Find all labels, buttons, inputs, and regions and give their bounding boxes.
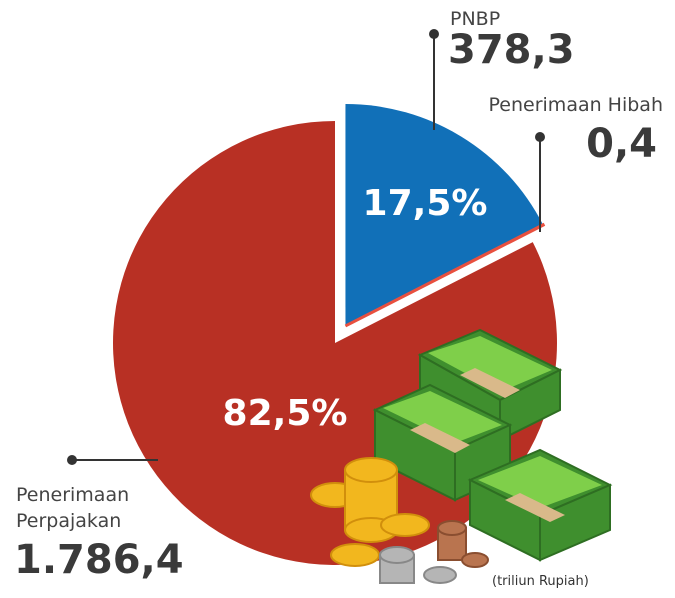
money-illustration — [310, 328, 613, 584]
slice-label: Penerimaan Perpajakan — [16, 484, 130, 532]
callout-dot — [429, 29, 439, 39]
callout-dot — [67, 455, 77, 465]
slice-label: PNBP — [450, 8, 501, 30]
pie-slice — [345, 103, 544, 326]
percent-label: 17,5% — [363, 183, 488, 224]
percent-label: 82,5% — [223, 393, 348, 434]
value-label: 378,3 — [448, 27, 575, 73]
value-label: 1.786,4 — [14, 537, 184, 583]
slice-label: Penerimaan Hibah — [488, 94, 663, 116]
unit-note: (triliun Rupiah) — [492, 574, 589, 589]
pie-slice — [344, 222, 546, 328]
value-label: 0,4 — [586, 121, 657, 167]
callout-dot — [535, 132, 545, 142]
